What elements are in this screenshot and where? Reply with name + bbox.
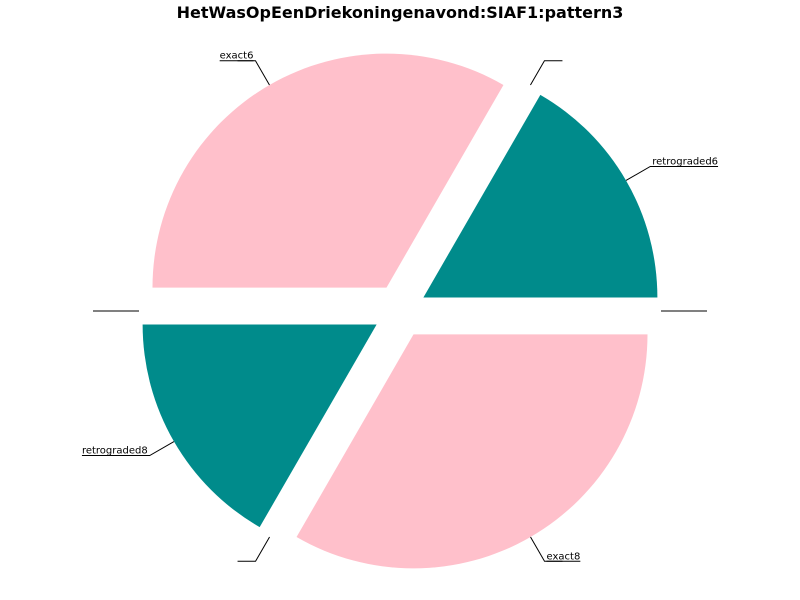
labels-layer: exact6 retrograded6 exact8 retrograded8 [81,51,719,562]
pie-slice-retrograded8 [142,324,377,528]
slice-label-retrograded6: retrograded6 [652,156,718,167]
leader-line-gap-1 [530,60,563,86]
pie-slice-exact6 [152,53,504,288]
slice-label-retrograded8: retrograded8 [82,446,148,457]
leader-line-retrograded6 [625,165,669,181]
slice-label-exact6: exact6 [220,51,254,62]
leader-line-exact6 [237,60,270,86]
pie-slice-exact8 [296,334,648,569]
slices-layer [142,53,658,569]
slice-label-exact8: exact8 [547,551,581,562]
leader-line-gap-5 [237,536,270,562]
pie-slice-retrograded6 [423,94,658,298]
chart-title: HetWasOpEenDriekoningenavond:SIAF1:patte… [176,3,624,22]
